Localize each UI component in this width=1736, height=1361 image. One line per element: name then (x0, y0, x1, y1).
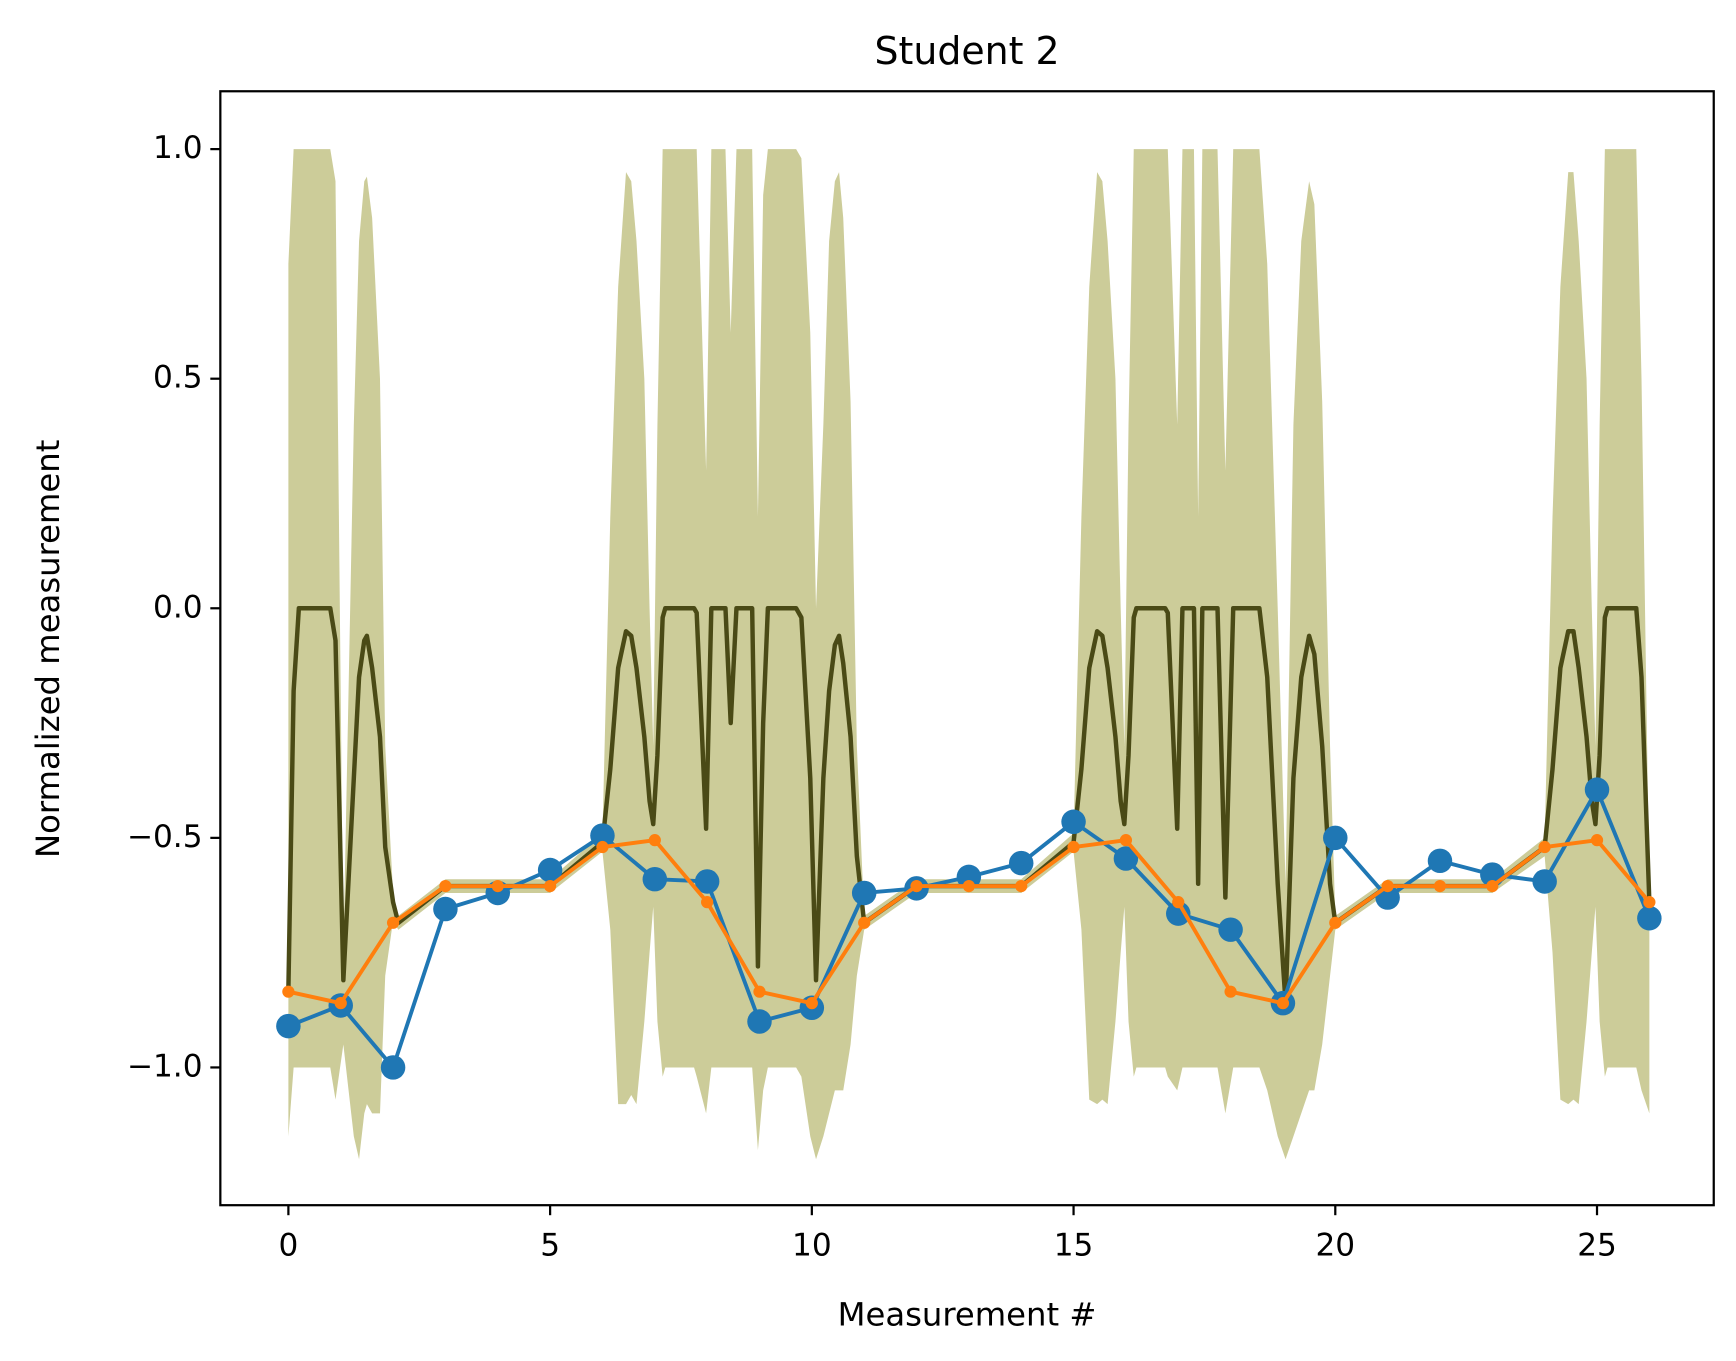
data-point (910, 879, 923, 893)
data-point (590, 823, 615, 848)
data-point (1637, 905, 1662, 931)
data-point (380, 1055, 406, 1080)
data-point (1381, 879, 1394, 893)
y-tick-label: −1.0 (127, 1048, 203, 1084)
data-point (1532, 869, 1557, 894)
data-point (1119, 834, 1133, 847)
data-point (694, 869, 720, 894)
data-point (753, 985, 766, 998)
data-point (1166, 901, 1191, 926)
data-point (701, 896, 714, 909)
plot-frame (219, 90, 1715, 1207)
data-point (1172, 896, 1185, 909)
data-point (642, 866, 668, 892)
x-tick-label: 0 (278, 1227, 298, 1263)
data-point (805, 997, 818, 1010)
y-tick-label: 0.5 (153, 360, 203, 396)
y-tick-label: −0.5 (127, 819, 203, 855)
data-point (433, 896, 458, 922)
data-point (851, 880, 877, 906)
data-point (1113, 846, 1139, 871)
data-point (596, 840, 609, 854)
plot-area (276, 149, 1662, 1160)
data-point (1008, 850, 1034, 876)
data-point (1015, 879, 1028, 893)
series-line (286, 606, 1652, 1006)
data-point (1486, 879, 1499, 893)
data-point (858, 916, 871, 929)
data-point (1218, 917, 1243, 942)
data-point (1276, 997, 1290, 1010)
data-point (1427, 848, 1453, 874)
data-point (491, 879, 504, 893)
series-line (287, 787, 1652, 1070)
x-tick-label: 20 (1315, 1227, 1355, 1263)
data-point (1584, 777, 1610, 802)
data-point (1061, 809, 1086, 835)
y-axis-label: Normalized measurement (29, 440, 67, 858)
data-point (334, 997, 347, 1010)
data-point (1067, 840, 1080, 854)
y-tick-label: 1.0 (153, 130, 203, 166)
data-point (648, 834, 661, 847)
x-tick-label: 10 (792, 1227, 832, 1263)
band-area (288, 149, 1650, 1160)
data-point (1643, 896, 1656, 909)
data-point (282, 985, 295, 998)
data-point (956, 864, 982, 890)
y-tick-label: 0.0 (153, 589, 203, 625)
data-point (1590, 834, 1604, 847)
x-tick-label: 15 (1054, 1227, 1094, 1263)
data-point (386, 916, 400, 929)
data-point (1538, 840, 1551, 854)
chart-title: Student 2 (875, 29, 1060, 73)
data-point (1329, 916, 1342, 929)
data-point (537, 857, 563, 883)
data-point (747, 1009, 772, 1034)
data-point (439, 879, 452, 893)
data-point (962, 879, 975, 893)
x-tick-label: 25 (1577, 1227, 1617, 1263)
x-tick-label: 5 (540, 1227, 560, 1263)
x-axis-label: Measurement # (838, 1295, 1097, 1333)
data-point (1323, 825, 1348, 851)
data-point (1433, 879, 1447, 893)
data-point (543, 879, 557, 893)
data-point (1224, 985, 1237, 998)
data-point (276, 1013, 301, 1039)
